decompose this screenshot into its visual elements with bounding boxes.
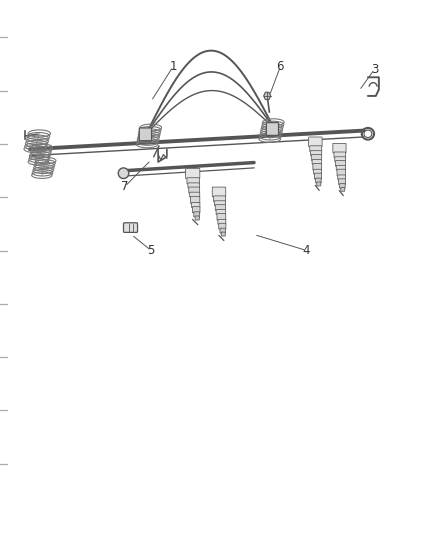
- FancyBboxPatch shape: [311, 155, 321, 160]
- FancyBboxPatch shape: [189, 187, 200, 193]
- Polygon shape: [264, 92, 271, 100]
- FancyBboxPatch shape: [215, 205, 226, 211]
- FancyBboxPatch shape: [212, 187, 226, 197]
- FancyBboxPatch shape: [337, 169, 346, 176]
- Text: 1: 1: [169, 60, 177, 73]
- FancyBboxPatch shape: [220, 228, 226, 233]
- FancyBboxPatch shape: [311, 151, 321, 156]
- FancyBboxPatch shape: [191, 203, 200, 208]
- FancyBboxPatch shape: [333, 143, 346, 153]
- FancyBboxPatch shape: [316, 178, 321, 183]
- FancyBboxPatch shape: [336, 165, 346, 170]
- FancyBboxPatch shape: [216, 209, 226, 214]
- FancyBboxPatch shape: [341, 188, 345, 191]
- FancyBboxPatch shape: [190, 192, 200, 197]
- FancyBboxPatch shape: [312, 159, 321, 164]
- FancyBboxPatch shape: [221, 232, 225, 236]
- FancyBboxPatch shape: [186, 168, 200, 179]
- FancyBboxPatch shape: [310, 146, 321, 152]
- FancyBboxPatch shape: [338, 175, 346, 180]
- FancyBboxPatch shape: [195, 216, 199, 220]
- FancyBboxPatch shape: [309, 137, 322, 147]
- FancyBboxPatch shape: [214, 201, 226, 206]
- FancyBboxPatch shape: [335, 157, 346, 161]
- FancyBboxPatch shape: [191, 196, 200, 204]
- FancyBboxPatch shape: [187, 177, 199, 184]
- Text: 5: 5: [148, 244, 155, 257]
- FancyBboxPatch shape: [336, 160, 346, 166]
- FancyBboxPatch shape: [213, 196, 226, 202]
- FancyBboxPatch shape: [139, 128, 152, 141]
- FancyBboxPatch shape: [314, 173, 321, 179]
- FancyBboxPatch shape: [192, 207, 200, 213]
- Text: 4: 4: [303, 244, 311, 257]
- FancyBboxPatch shape: [218, 220, 226, 224]
- FancyBboxPatch shape: [313, 164, 321, 170]
- FancyBboxPatch shape: [217, 214, 226, 220]
- FancyBboxPatch shape: [317, 182, 321, 186]
- Text: 6: 6: [276, 60, 284, 73]
- FancyBboxPatch shape: [219, 223, 226, 229]
- FancyBboxPatch shape: [334, 152, 346, 158]
- FancyBboxPatch shape: [124, 223, 138, 232]
- FancyBboxPatch shape: [194, 212, 200, 217]
- FancyBboxPatch shape: [188, 183, 200, 188]
- Text: 7: 7: [121, 180, 129, 193]
- FancyBboxPatch shape: [339, 183, 345, 188]
- FancyBboxPatch shape: [314, 169, 321, 174]
- Text: 3: 3: [371, 63, 378, 76]
- FancyBboxPatch shape: [339, 179, 346, 184]
- Ellipse shape: [118, 168, 129, 179]
- FancyBboxPatch shape: [266, 123, 279, 135]
